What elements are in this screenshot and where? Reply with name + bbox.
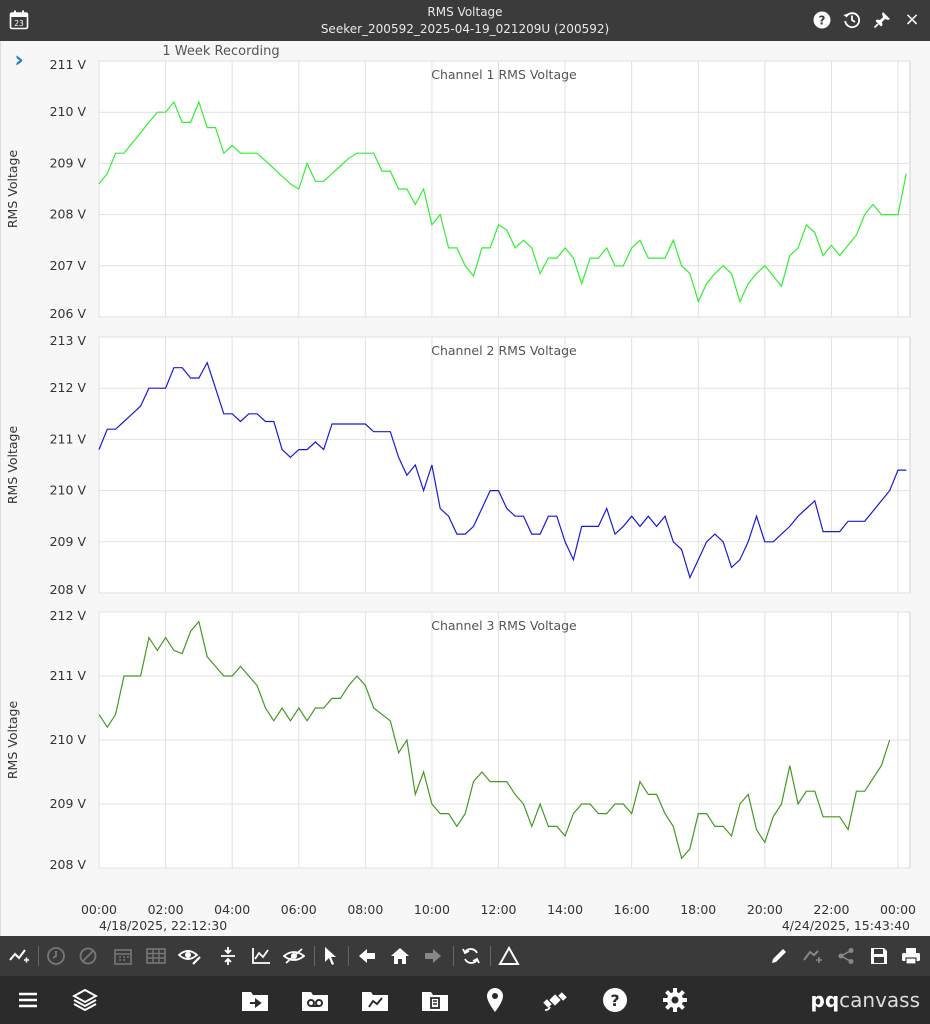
y-tick-label: 211 V <box>50 668 87 683</box>
save-icon[interactable] <box>867 944 891 968</box>
y-tick-label: 209 V <box>50 796 87 811</box>
window-subtitle: Seeker_200592_2025-04-19_021209U (200592… <box>320 22 610 36</box>
y-tick-label: 210 V <box>50 104 87 119</box>
edit-icon[interactable] <box>767 944 791 968</box>
expand-panel-icon[interactable]: › <box>14 48 23 73</box>
x-tick-label: 22:00 <box>813 902 849 917</box>
x-tick-label: 08:00 <box>347 902 383 917</box>
x-tick-label: 20:00 <box>747 902 783 917</box>
x-tick-label: 04:00 <box>214 902 250 917</box>
time-icon <box>44 944 68 968</box>
refresh-icon[interactable] <box>459 944 483 968</box>
help-icon[interactable]: ? <box>812 10 832 30</box>
y-tick-label: 209 V <box>50 534 87 549</box>
y-tick-label: 212 V <box>50 380 87 395</box>
settings-gear-icon[interactable] <box>660 986 690 1014</box>
x-tick-label: 14:00 <box>547 902 583 917</box>
calendar-day: 23 <box>14 19 24 28</box>
recordings-folder-icon[interactable] <box>300 986 330 1014</box>
svg-text:?: ? <box>610 991 619 1010</box>
channel-3-title: Channel 3 RMS Voltage <box>431 618 577 633</box>
table-icon <box>144 944 168 968</box>
line-chart-icon[interactable] <box>249 944 273 968</box>
window-titlebar: 23 RMS Voltage Seeker_200592_2025-04-19_… <box>0 0 930 41</box>
x-tick-label: 18:00 <box>680 902 716 917</box>
x-tick-label: 00:00 <box>81 902 117 917</box>
channel-1-series-line[interactable] <box>98 100 907 304</box>
vertical-split-icon[interactable] <box>216 944 240 968</box>
y-tick-label: 208 V <box>50 582 87 597</box>
delta-icon[interactable] <box>497 944 521 968</box>
charts-folder-icon[interactable] <box>360 986 390 1014</box>
channel-2-title: Channel 2 RMS Voltage <box>431 343 577 358</box>
print-icon[interactable] <box>899 944 923 968</box>
svg-text:?: ? <box>819 14 826 28</box>
layers-icon[interactable] <box>70 986 100 1014</box>
chart-toolbar <box>0 936 930 976</box>
x-tick-label: 02:00 <box>148 902 184 917</box>
channel-2-series-line[interactable] <box>98 361 907 580</box>
close-icon[interactable]: × <box>904 9 920 30</box>
calendar-range-icon <box>111 944 135 968</box>
home-icon[interactable] <box>388 944 412 968</box>
back-arrow-icon[interactable] <box>355 944 379 968</box>
pqcanvass-logo: pqcanvass <box>810 988 921 1012</box>
add-trend-icon[interactable] <box>7 944 31 968</box>
y-tick-label: 210 V <box>50 732 87 747</box>
y-axis-label: RMS Voltage <box>5 150 20 229</box>
recording-label: 1 Week Recording <box>162 44 279 59</box>
help-circle-icon[interactable]: ? <box>600 986 630 1014</box>
x-tick-label: 12:00 <box>480 902 516 917</box>
x-end-label: 4/24/2025, 15:43:40 <box>782 918 910 933</box>
reports-folder-icon[interactable] <box>420 986 450 1014</box>
channel-1-title: Channel 1 RMS Voltage <box>431 67 577 82</box>
calendar-icon[interactable]: 23 <box>9 10 29 34</box>
forward-arrow-icon <box>421 944 445 968</box>
channel-3-chart[interactable]: 208 V 209 V 210 V 211 V 212 V Channel 3 RMS V… <box>5 608 911 872</box>
history-icon[interactable] <box>842 10 862 30</box>
share-icon <box>834 944 858 968</box>
y-tick-label: 211 V <box>50 431 87 446</box>
x-tick-label: 16:00 <box>614 902 650 917</box>
export-icon <box>800 944 824 968</box>
satellite-icon[interactable] <box>540 986 570 1014</box>
y-tick-label: 210 V <box>50 483 87 498</box>
y-tick-label: 206 V <box>50 306 87 321</box>
view-edit-icon[interactable] <box>178 944 202 968</box>
channel-2-chart[interactable]: 208 V 209 V 210 V 211 V 212 V 213 V Channel 2 … <box>5 333 911 597</box>
disabled-icon <box>76 944 100 968</box>
plot-background <box>98 336 911 594</box>
channel-1-chart[interactable]: 206 V 207 V 208 V 209 V 210 V 211 V Channel 1 … <box>5 57 911 321</box>
devices-folder-icon[interactable] <box>240 986 270 1014</box>
y-axis-label: RMS Voltage <box>5 701 20 780</box>
bottom-nav: ? pqcanvass <box>0 976 930 1024</box>
y-tick-label: 209 V <box>50 155 87 170</box>
x-tick-label: 00:00 <box>880 902 916 917</box>
y-tick-label: 211 V <box>50 57 87 72</box>
y-tick-label: 213 V <box>50 333 87 348</box>
x-tick-label: 06:00 <box>281 902 317 917</box>
pin-icon[interactable] <box>872 10 892 30</box>
pointer-icon[interactable] <box>318 944 342 968</box>
plot-background <box>98 60 911 318</box>
location-icon[interactable] <box>480 986 510 1014</box>
y-tick-label: 207 V <box>50 258 87 273</box>
x-tick-label: 10:00 <box>414 902 450 917</box>
y-tick-label: 208 V <box>50 207 87 222</box>
channel-3-series-line[interactable] <box>98 620 891 860</box>
y-tick-label: 212 V <box>50 608 87 623</box>
window-title: RMS Voltage <box>427 5 503 19</box>
x-start-label: 4/18/2025, 22:12:30 <box>99 918 227 933</box>
hide-icon[interactable] <box>282 944 306 968</box>
y-tick-label: 208 V <box>50 857 87 872</box>
y-axis-label: RMS Voltage <box>5 426 20 505</box>
menu-icon[interactable] <box>13 986 43 1014</box>
